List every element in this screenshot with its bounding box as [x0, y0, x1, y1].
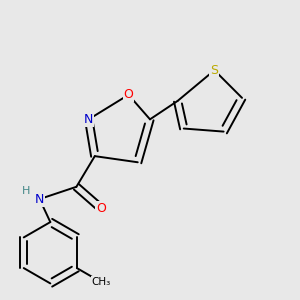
Text: N: N — [35, 193, 44, 206]
Text: O: O — [96, 202, 106, 215]
Text: S: S — [210, 64, 218, 77]
Text: CH₃: CH₃ — [91, 277, 110, 287]
Text: N: N — [84, 113, 93, 126]
Text: H: H — [22, 186, 30, 197]
Text: O: O — [124, 88, 134, 101]
